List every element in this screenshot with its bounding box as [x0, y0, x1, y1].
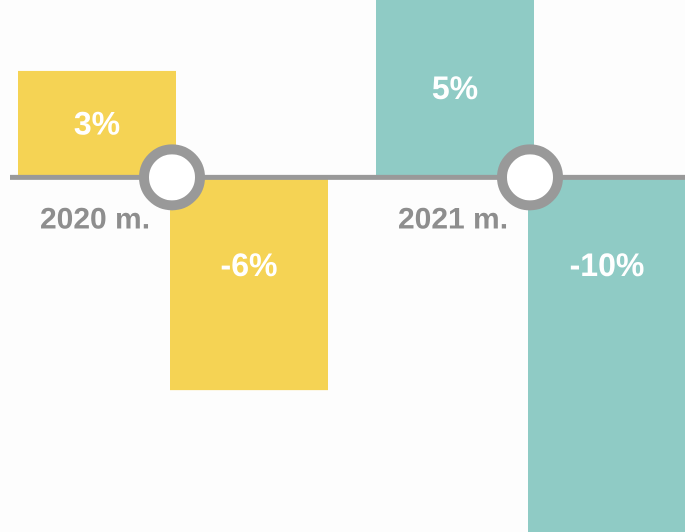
marker: [497, 144, 563, 211]
category-label: 2020 m.: [40, 202, 150, 235]
value-label: 5%: [432, 70, 478, 106]
marker: [139, 144, 205, 211]
value-label: -6%: [221, 247, 278, 283]
value-label: -10%: [570, 247, 645, 283]
category-label: 2021 m.: [398, 202, 508, 235]
value-label: 3%: [74, 106, 120, 142]
bar: [170, 177, 328, 391]
bar: [528, 177, 685, 532]
bar: [376, 0, 534, 178]
